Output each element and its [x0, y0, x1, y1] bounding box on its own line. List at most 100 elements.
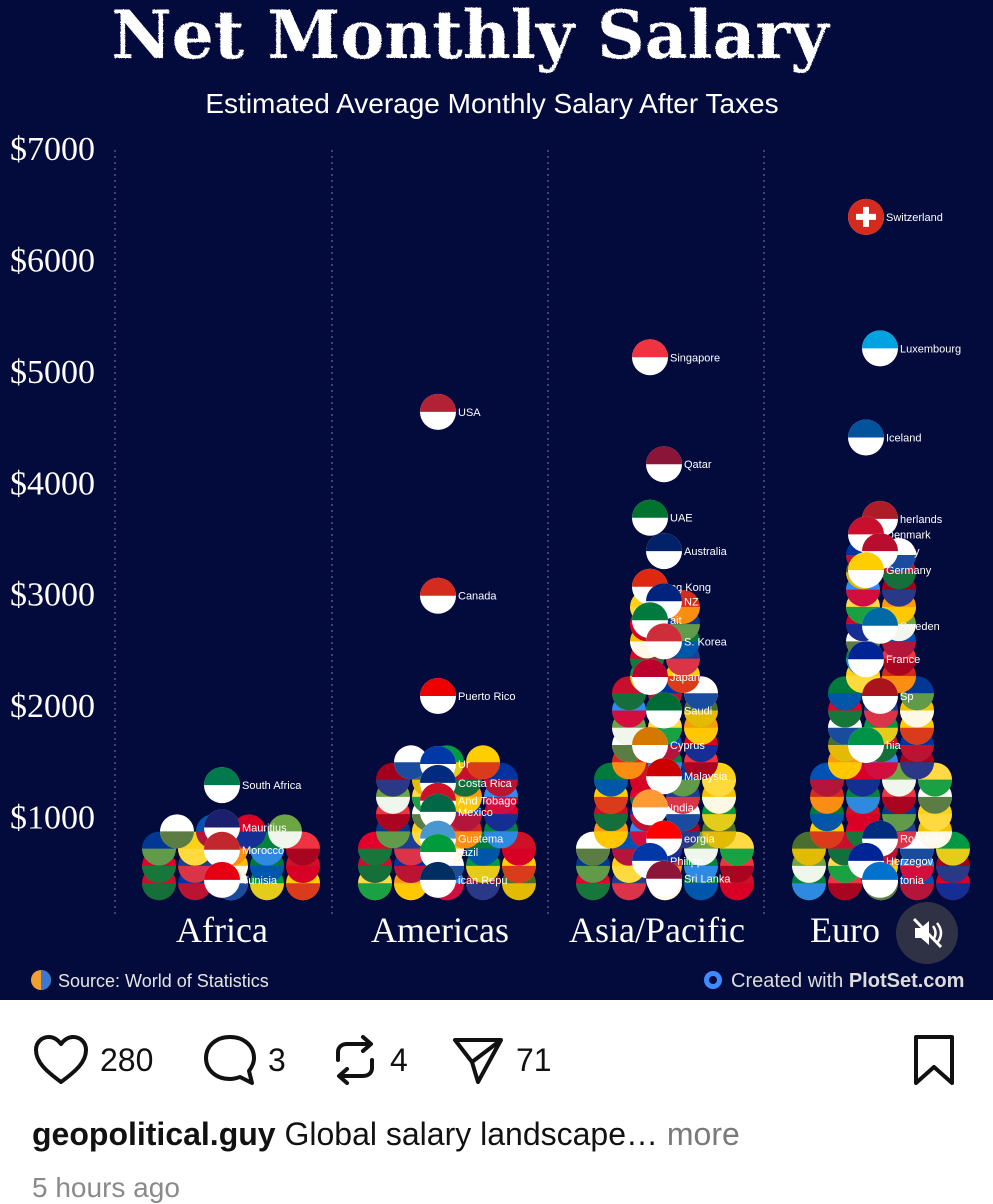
country-label: Australia — [684, 546, 728, 558]
country-label: S. Korea — [684, 636, 728, 648]
country-label: Canada — [458, 591, 497, 603]
country-label: Japan — [670, 672, 700, 684]
country-point — [646, 758, 682, 795]
country-label: Denmark — [886, 529, 931, 541]
country-label: Germany — [886, 565, 932, 577]
x-category-label: Euro — [810, 910, 880, 950]
country-label: Switzerland — [886, 212, 943, 224]
country-point — [862, 607, 898, 644]
country-point — [646, 446, 682, 483]
country-label: Guatema — [458, 834, 504, 846]
country-label: razil — [458, 847, 478, 859]
share-count: 71 — [516, 1041, 552, 1078]
country-label: Sweden — [900, 621, 940, 633]
post-caption: geopolitical.guy Global salary landscape… — [32, 1116, 740, 1153]
country-label: Malaysia — [684, 771, 728, 783]
x-category-label: Asia/Pacific — [569, 910, 745, 950]
save-button[interactable] — [910, 1030, 958, 1090]
y-tick-label: $6000 — [10, 242, 95, 279]
repost-arrows-icon — [336, 1035, 374, 1085]
country-label: way — [899, 546, 920, 558]
speaker-muted-icon — [912, 917, 943, 949]
share-button[interactable]: 71 — [450, 1030, 552, 1090]
like-count: 280 — [100, 1041, 154, 1078]
repost-button[interactable]: 4 — [330, 1030, 408, 1090]
country-label: USA — [458, 407, 481, 419]
country-point — [420, 678, 456, 714]
chart-subtitle: Estimated Average Monthly Salary After T… — [205, 88, 778, 119]
country-point — [204, 861, 240, 898]
country-point — [420, 861, 456, 898]
mute-button[interactable] — [896, 902, 958, 964]
x-category-label: Americas — [371, 910, 509, 950]
country-label: And Tobago — [458, 796, 517, 808]
source-credit[interactable]: Source: World of Statistics — [31, 970, 269, 991]
post-action-bar: 280 3 4 71 — [0, 1030, 993, 1090]
username-link[interactable]: geopolitical.guy — [32, 1116, 276, 1152]
country-label: eorgia — [684, 834, 715, 846]
country-point — [848, 198, 884, 235]
salary-chart: Net Monthly Salary Estimated Average Mon… — [10, 0, 970, 992]
country-label: Mauritius — [242, 822, 287, 834]
plotset-prefix: Created with — [731, 970, 849, 992]
country-point — [420, 393, 456, 430]
comment-button[interactable]: 3 — [202, 1030, 286, 1090]
y-tick-label: $3000 — [10, 577, 95, 614]
y-tick-label: $1000 — [10, 800, 95, 837]
country-label: Luxembourg — [900, 343, 961, 355]
plotset-logo-icon — [704, 971, 722, 989]
country-point — [848, 552, 884, 589]
country-label: Saudi — [684, 705, 712, 717]
country-point — [204, 767, 240, 804]
country-label: Cyprus — [670, 740, 705, 752]
country-point — [862, 330, 898, 367]
chart-video-frame[interactable]: Net Monthly Salary Estimated Average Mon… — [0, 0, 993, 1000]
flag-marker — [466, 745, 500, 780]
country-label: Puerto Rico — [458, 691, 515, 703]
country-label: ican Repu — [458, 875, 508, 887]
plotset-credit[interactable]: Created with PlotSet.com — [704, 970, 964, 992]
source-text: Source: World of Statistics — [58, 971, 269, 991]
country-label: Ur — [458, 759, 470, 771]
country-label: ait — [670, 615, 682, 627]
country-point — [632, 339, 668, 376]
country-label: herlands — [900, 514, 943, 526]
plotset-brand: PlotSet.com — [849, 970, 965, 992]
flag-marker — [232, 814, 266, 849]
country-label: hia — [886, 740, 902, 752]
paper-plane-icon — [453, 1038, 503, 1084]
country-point — [632, 789, 668, 826]
country-label: Morocco — [242, 845, 284, 857]
speech-bubble-icon — [204, 1035, 256, 1085]
country-point — [420, 577, 456, 614]
country-point — [420, 793, 456, 830]
flag-marker — [160, 814, 194, 849]
country-label: Herzegov — [886, 856, 934, 868]
country-point — [646, 623, 682, 660]
country-label: Philipp — [670, 856, 703, 868]
chart-title: Net Monthly Salary — [111, 0, 830, 74]
like-button[interactable]: 280 — [32, 1030, 153, 1090]
country-point — [862, 678, 898, 714]
flag-marker — [268, 814, 302, 849]
country-label: Sp — [900, 691, 913, 703]
country-label: Costa Rica — [458, 778, 513, 790]
flag-marker — [394, 745, 428, 780]
y-tick-label: $7000 — [10, 131, 95, 168]
globe-icon — [31, 970, 51, 990]
repost-count: 4 — [390, 1041, 408, 1078]
more-link[interactable]: more — [666, 1116, 740, 1152]
country-point — [632, 659, 668, 696]
country-label: South Africa — [242, 780, 302, 792]
country-label: Romania — [900, 834, 945, 846]
y-tick-label: $4000 — [10, 465, 95, 502]
comment-count: 3 — [268, 1041, 286, 1078]
country-point — [646, 860, 682, 897]
country-point — [420, 834, 456, 870]
country-label: India — [670, 802, 695, 814]
country-label: Mexico — [458, 807, 493, 819]
svg-text:Created with PlotSet.com: Created with PlotSet.com — [731, 970, 964, 992]
country-label: Iceland — [886, 432, 921, 444]
country-label: Qatar — [684, 459, 712, 471]
country-point — [204, 831, 240, 868]
